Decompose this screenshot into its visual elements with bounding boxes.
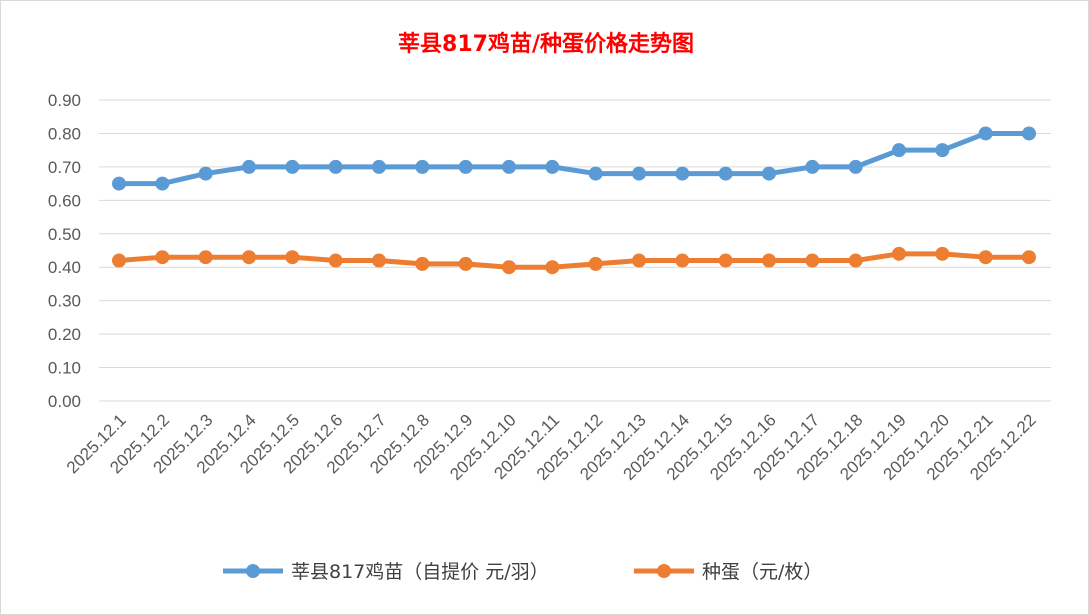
y-tick-label: 0.50 (48, 225, 81, 244)
data-point (762, 253, 776, 268)
data-point (545, 260, 560, 275)
legend-label: 种蛋（元/枚） (702, 561, 822, 583)
data-point (848, 253, 863, 268)
chart-title: 莘县817鸡苗/种蛋价格走势图 (398, 31, 694, 57)
data-point (285, 159, 300, 174)
data-point (242, 159, 256, 174)
series-line-0 (119, 130, 1029, 187)
y-tick-label: 0.10 (48, 359, 81, 378)
y-tick-label: 0.00 (48, 392, 81, 411)
y-tick-label: 0.90 (48, 91, 81, 110)
data-point (285, 250, 300, 265)
series-line-1 (118, 251, 1029, 270)
data-point (588, 256, 603, 271)
data-point (892, 143, 906, 158)
data-point (935, 246, 950, 261)
data-point (805, 253, 820, 268)
data-point (112, 253, 126, 268)
y-tick-label: 0.80 (48, 124, 81, 143)
y-tick-label: 0.70 (48, 158, 81, 177)
legend-marker (657, 564, 671, 578)
data-point (112, 176, 126, 191)
data-point (155, 250, 170, 265)
data-point (978, 250, 993, 265)
data-point (502, 159, 516, 174)
data-point (198, 166, 213, 181)
data-point (545, 159, 560, 174)
data-point (198, 250, 213, 265)
data-point (242, 250, 256, 265)
data-point (935, 143, 950, 158)
y-tick-label: 0.30 (48, 292, 81, 311)
data-point (848, 159, 863, 174)
data-point (372, 159, 386, 174)
y-tick-label: 0.40 (48, 258, 81, 277)
data-point (155, 176, 170, 191)
data-point (1022, 250, 1036, 265)
data-point (458, 256, 473, 271)
data-point (675, 166, 690, 181)
data-point (458, 159, 473, 174)
data-point (675, 253, 690, 268)
y-tick-label: 0.60 (48, 191, 81, 210)
legend-label: 莘县817鸡苗（自提价 元/羽） (291, 561, 549, 583)
y-tick-label: 0.20 (48, 325, 81, 344)
data-point (892, 246, 906, 261)
data-point (718, 166, 733, 181)
data-point (415, 159, 430, 174)
data-point (415, 256, 430, 271)
data-point (632, 166, 646, 181)
data-point (502, 260, 516, 275)
legend-marker (246, 564, 260, 578)
data-point (328, 159, 343, 174)
data-point (1022, 126, 1036, 141)
data-point (372, 253, 386, 268)
data-point (328, 253, 343, 268)
data-point (588, 166, 603, 181)
data-point (718, 253, 733, 268)
data-point (762, 166, 776, 181)
data-point (632, 253, 646, 268)
data-point (978, 126, 993, 141)
data-point (805, 159, 820, 174)
